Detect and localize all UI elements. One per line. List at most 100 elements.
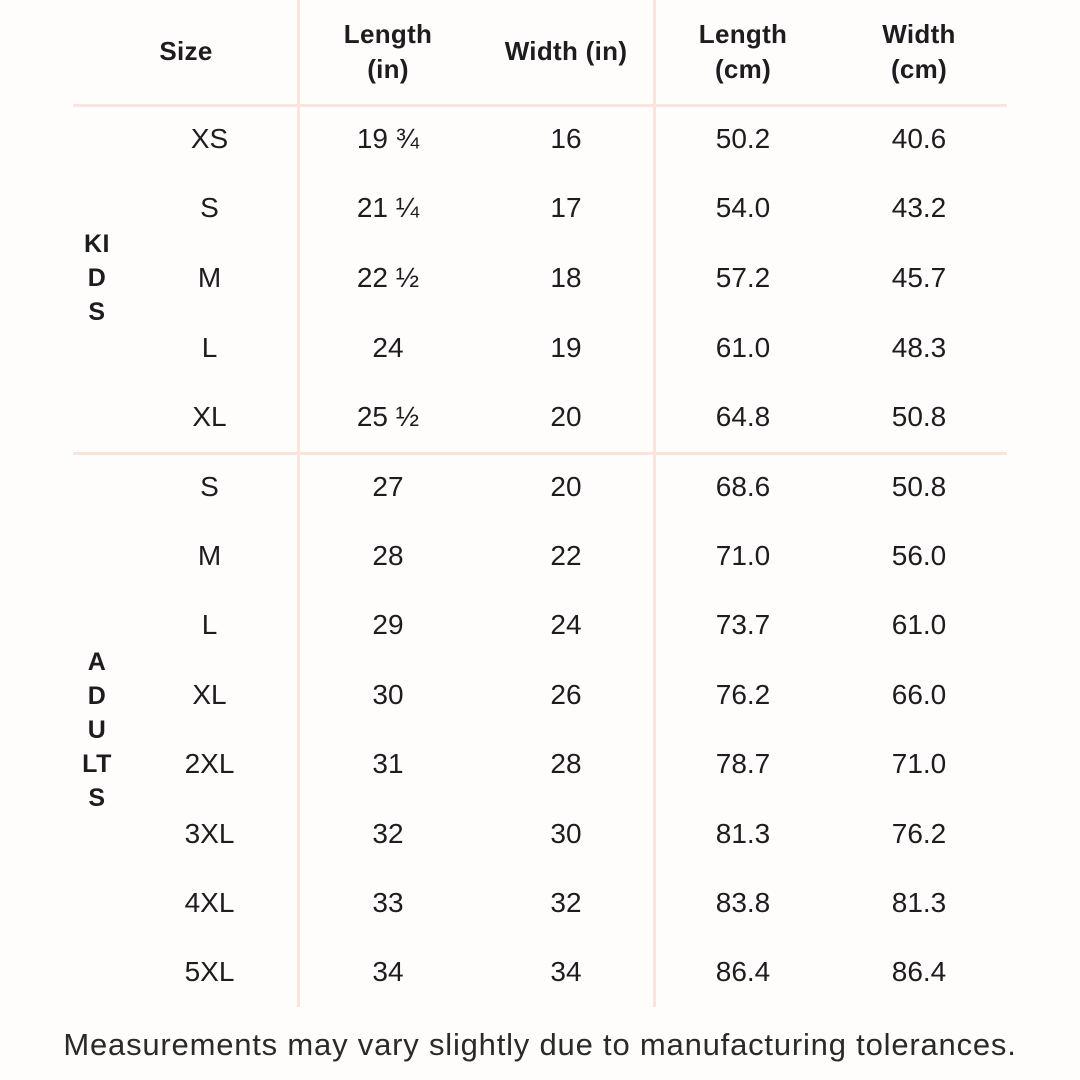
length-in-cell: 34 (372, 956, 404, 988)
length-cm-cell: 61.0 (715, 331, 771, 363)
length-cm-cell: 78.7 (715, 748, 771, 780)
tolerance-note: Measurements may vary slightly due to ma… (63, 1027, 1017, 1062)
length-cm-cell: 54.0 (715, 192, 771, 224)
table-header-row: Size Length (in) Width (in) Length (cm) Wi… (0, 0, 1007, 104)
width-cm-cell: 43.2 (891, 192, 947, 224)
header-width-in: Width (in) (477, 0, 655, 104)
length-cm-cell: 73.7 (715, 609, 771, 641)
length-in-cell: 27 (372, 470, 404, 502)
width-in-cell: 18 (550, 261, 582, 293)
length-cm-cell: 50.2 (715, 122, 771, 154)
width-cm-cell: 45.7 (891, 261, 947, 293)
length-cm-cell: 83.8 (715, 886, 771, 918)
size-cell: 4XL (184, 886, 235, 918)
size-cell: 3XL (184, 817, 235, 849)
length-cm-cell: 57.2 (715, 261, 771, 293)
length-in-cell: 19 ¾ (356, 122, 420, 154)
width-cm-cell: 76.2 (891, 817, 947, 849)
table-row-adults-2xl: 2XL 31 28 78.7 71.0 (0, 730, 1007, 799)
length-in-cell: 29 (372, 609, 404, 641)
length-cm-cell: 68.6 (715, 470, 771, 502)
width-cm-cell: 86.4 (891, 956, 947, 988)
table-row-adults-s: S 27 20 68.6 50.8 (0, 452, 1007, 521)
length-in-cell: 24 (372, 331, 404, 363)
size-cell: L (201, 331, 218, 363)
width-cm-cell: 56.0 (891, 540, 947, 572)
width-cm-cell: 40.6 (891, 122, 947, 154)
table-row-adults-3xl: 3XL 32 30 81.3 76.2 (0, 799, 1007, 868)
header-divider-line (73, 104, 1007, 107)
group-label-adults: ADULTS (73, 452, 121, 1007)
size-cell: M (197, 261, 222, 293)
width-in-cell: 26 (550, 678, 582, 710)
header-width-cm: Width (cm) (831, 0, 1007, 104)
length-cm-cell: 86.4 (715, 956, 771, 988)
table-row-kids-s: S 21 ¼ 17 54.0 43.2 (0, 174, 1007, 244)
size-cell: XS (190, 122, 229, 154)
width-cm-cell: 61.0 (891, 609, 947, 641)
table-row-adults-l: L 29 24 73.7 61.0 (0, 591, 1007, 660)
width-in-cell: 30 (550, 817, 582, 849)
header-width-cm-line1: Width (882, 18, 956, 49)
group-label-kids-text: KIDS (84, 230, 110, 326)
size-cell: XL (192, 678, 227, 710)
width-in-cell: 34 (550, 956, 582, 988)
length-in-cell: 31 (372, 748, 404, 780)
size-cell: XL (192, 401, 227, 433)
width-in-cell: 17 (550, 192, 582, 224)
kids-section: XS 19 ¾ 16 50.2 40.6 S 21 ¼ 17 54.0 43.2… (0, 104, 1007, 452)
header-width-in-line1: Width (in) (504, 36, 628, 67)
header-size-line1: Size (159, 36, 213, 67)
size-cell: L (201, 609, 218, 641)
width-in-cell: 22 (550, 540, 582, 572)
header-width-cm-line2: (cm) (890, 54, 948, 84)
width-in-cell: 16 (550, 122, 582, 154)
width-cm-cell: 50.8 (891, 470, 947, 502)
column-divider-after-size (297, 0, 300, 1007)
width-in-cell: 20 (550, 401, 582, 433)
width-in-cell: 28 (550, 748, 582, 780)
length-in-cell: 28 (372, 540, 404, 572)
length-in-cell: 22 ½ (356, 261, 420, 293)
length-cm-cell: 64.8 (715, 401, 771, 433)
table-row-adults-m: M 28 22 71.0 56.0 (0, 521, 1007, 590)
adults-section: S 27 20 68.6 50.8 M 28 22 71.0 56.0 L 29… (0, 452, 1007, 1007)
kids-adults-divider-line (73, 452, 1007, 455)
header-length-cm-line1: Length (698, 18, 788, 49)
header-length-in-line2: (in) (367, 54, 409, 84)
width-in-cell: 20 (550, 470, 582, 502)
header-length-cm-line2: (cm) (714, 54, 772, 84)
table-row-kids-l: L 24 19 61.0 48.3 (0, 313, 1007, 383)
table-row-adults-4xl: 4XL 33 32 83.8 81.3 (0, 868, 1007, 937)
size-cell: 5XL (184, 956, 235, 988)
length-in-cell: 25 ½ (356, 401, 420, 433)
size-cell: 2XL (184, 748, 235, 780)
length-in-cell: 21 ¼ (356, 192, 420, 224)
length-cm-cell: 71.0 (715, 540, 771, 572)
group-label-adults-text: ADULTS (82, 647, 112, 812)
table-row-kids-xl: XL 25 ½ 20 64.8 50.8 (0, 382, 1007, 452)
length-in-cell: 33 (372, 886, 404, 918)
width-in-cell: 19 (550, 331, 582, 363)
header-length-cm: Length (cm) (655, 0, 831, 104)
header-size: Size (0, 0, 299, 104)
length-in-cell: 32 (372, 817, 404, 849)
table-row-kids-xs: XS 19 ¾ 16 50.2 40.6 (0, 104, 1007, 174)
length-in-cell: 30 (372, 678, 404, 710)
header-length-in-line1: Length (343, 18, 433, 49)
table-row-adults-xl: XL 30 26 76.2 66.0 (0, 660, 1007, 729)
width-cm-cell: 50.8 (891, 401, 947, 433)
length-cm-cell: 81.3 (715, 817, 771, 849)
width-in-cell: 32 (550, 886, 582, 918)
width-cm-cell: 71.0 (891, 748, 947, 780)
width-cm-cell: 48.3 (891, 331, 947, 363)
width-cm-cell: 66.0 (891, 678, 947, 710)
table-row-adults-5xl: 5XL 34 34 86.4 86.4 (0, 938, 1007, 1007)
column-divider-after-inches (653, 0, 656, 1007)
width-cm-cell: 81.3 (891, 886, 947, 918)
length-cm-cell: 76.2 (715, 678, 771, 710)
width-in-cell: 24 (550, 609, 582, 641)
size-cell: S (200, 470, 219, 502)
size-cell: M (197, 540, 222, 572)
